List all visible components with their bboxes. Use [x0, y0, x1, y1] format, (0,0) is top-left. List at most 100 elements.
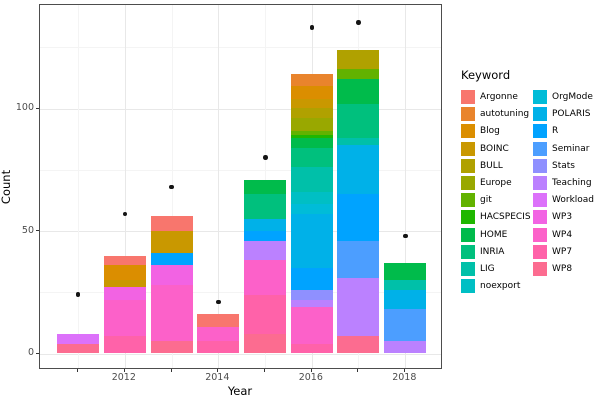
- y-major-gridline: [40, 353, 441, 355]
- bar-segment-R: [290, 267, 333, 290]
- legend-swatch-Stats: [533, 158, 547, 173]
- x-axis-tick: [77, 369, 78, 372]
- bar-year-2017: [337, 49, 380, 354]
- bar-segment-Stats: [290, 289, 333, 300]
- legend-item-Europe: Europe: [461, 176, 512, 190]
- bar-segment-Seminar: [337, 240, 380, 278]
- x-axis-tick: [310, 369, 312, 372]
- bar-segment-Blog: [290, 86, 333, 99]
- legend-swatch-OrgMode: [533, 90, 547, 104]
- legend-label: INRIA: [480, 246, 505, 257]
- legend-swatch-Teaching: [533, 176, 547, 190]
- bar-segment-POLARIS: [244, 218, 287, 231]
- plot-panel: [39, 4, 442, 369]
- x-axis-tick: [357, 369, 359, 372]
- bar-year-2016: [290, 74, 333, 354]
- legend-swatch-WP8: [533, 262, 547, 276]
- legend-label: autotuning: [480, 109, 530, 120]
- legend: Keyword Argonne autotuning Blog BOINC BULL Eu…: [455, 68, 600, 294]
- y-tick-label: 0: [27, 347, 34, 358]
- legend-item-OrgMode: OrgMode: [533, 90, 593, 104]
- legend-item-Teaching: Teaching: [533, 176, 592, 190]
- legend-label: Argonne: [480, 92, 518, 102]
- legend-label: git: [480, 195, 492, 206]
- legend-item-Seminar: Seminar: [533, 141, 590, 156]
- legend-item-HACSPECIS: HACSPECIS: [461, 210, 531, 225]
- legend-label: BULL: [480, 160, 503, 171]
- bar-segment-WP7: [197, 341, 240, 354]
- y-axis-title: Count: [0, 169, 13, 205]
- legend-label: Europe: [480, 178, 512, 188]
- legend-swatch-POLARIS: [533, 107, 547, 122]
- legend-item-Argonne: Argonne: [461, 90, 518, 104]
- bar-segment-INRIA: [244, 194, 287, 219]
- legend-swatch-Argonne: [461, 90, 475, 104]
- legend-swatch-BULL: [461, 158, 475, 173]
- x-gridline: [218, 5, 220, 368]
- data-point: [263, 155, 268, 160]
- bar-segment-WP8: [337, 336, 380, 354]
- legend-label: Seminar: [552, 143, 590, 154]
- data-point: [75, 292, 81, 297]
- legend-label: Blog: [480, 126, 500, 137]
- x-axis-tick: [170, 369, 172, 372]
- data-point: [216, 299, 221, 305]
- bar-segment-WP8: [244, 333, 287, 354]
- bar-segment-HOME: [244, 179, 287, 195]
- legend-label: noexport: [480, 281, 521, 292]
- x-tick-label: 2018: [392, 372, 417, 383]
- bar-segment-BOINC: [103, 279, 146, 288]
- legend-item-BULL: BULL: [461, 158, 503, 173]
- y-axis-tick: [36, 352, 39, 354]
- bar-segment-Teaching: [244, 240, 287, 261]
- bar-segment-HOME: [337, 79, 380, 104]
- x-gridline: [124, 5, 126, 368]
- bar-segment-R: [337, 194, 380, 241]
- y-axis-tick: [36, 230, 39, 231]
- bar-year-2011: [57, 333, 99, 354]
- legend-item-Stats: Stats: [533, 158, 575, 173]
- bar-segment-Argonne: [197, 314, 240, 327]
- x-axis-tick: [264, 369, 266, 372]
- legend-item-noexport: noexport: [461, 279, 521, 294]
- bar-segment-Teaching: [290, 299, 333, 307]
- legend-swatch-git: [461, 193, 475, 208]
- bar-segment-POLARIS: [337, 145, 380, 195]
- bar-segment-HACSPECIS: [290, 135, 333, 138]
- legend-label: HACSPECIS: [480, 212, 531, 223]
- legend-title: Keyword: [461, 68, 511, 82]
- legend-swatch-WP4: [533, 227, 547, 242]
- y-major-gridline: [40, 108, 441, 110]
- legend-swatch-Europe: [461, 176, 475, 190]
- bar-segment-WP4: [103, 299, 146, 337]
- legend-label: HOME: [480, 229, 508, 240]
- bar-segment-HOME: [384, 262, 427, 280]
- legend-item-Blog: Blog: [461, 124, 500, 139]
- legend-item-WP7: WP7: [533, 244, 572, 259]
- bar-segment-Blog: [103, 265, 146, 280]
- x-gridline: [405, 5, 407, 368]
- bar-year-2013: [150, 216, 193, 354]
- y-axis-tick: [36, 107, 39, 109]
- bar-segment-INRIA: [337, 103, 380, 138]
- bar-segment-BULL: [337, 49, 380, 70]
- legend-swatch-HACSPECIS: [461, 210, 475, 225]
- bar-segment-R: [150, 253, 193, 266]
- legend-item-git: git: [461, 193, 492, 208]
- bar-segment-WP4: [290, 306, 333, 344]
- bar-segment-BOINC: [290, 98, 333, 109]
- x-axis-tick: [217, 369, 219, 372]
- legend-item-WP3: WP3: [533, 210, 572, 225]
- legend-swatch-Workload: [533, 193, 547, 208]
- legend-item-WP8: WP8: [533, 262, 572, 276]
- y-tick-label: 50: [21, 224, 34, 236]
- legend-label: OrgMode: [552, 92, 593, 102]
- legend-item-autotuning: autotuning: [461, 107, 530, 122]
- bar-segment-WP7: [290, 343, 333, 354]
- y-major-gridline: [40, 231, 441, 232]
- legend-item-POLARIS: POLARIS: [533, 107, 591, 122]
- x-axis-tick: [404, 369, 406, 372]
- bar-segment-WP8: [150, 341, 193, 354]
- legend-label: WP8: [552, 264, 573, 274]
- legend-label: BOINC: [480, 143, 509, 154]
